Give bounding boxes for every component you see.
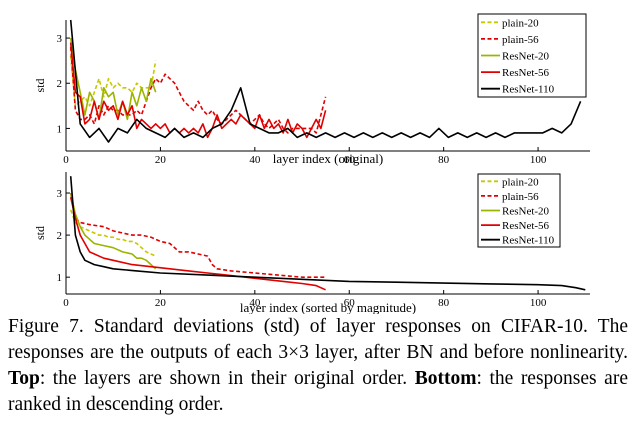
chart2-legend-label-2: plain-56 [502,191,539,203]
chart1-legend-label-4: ResNet-56 [502,67,550,79]
chart2-legend-label-5: ResNet-110 [502,235,555,247]
chart2-y-axis-label: std [33,226,47,240]
caption-top-label: Top [8,368,40,389]
chart2-legend-label-1: plain-20 [502,176,539,188]
caption-text-3: : the responses are ranked in descending… [8,368,628,415]
chart2-legend-label-3: ResNet-20 [502,206,550,218]
chart1-x-tick-label: 80 [438,154,450,166]
chart2-x-tick-label: 40 [249,297,261,309]
chart1-legend-label-1: plain-20 [502,17,539,29]
chart2-legend-label-4: ResNet-56 [502,220,550,232]
chart2-legend: plain-20 plain-56 ResNet-20 ResNet-56 ResNet… [477,173,561,248]
chart2-series-4-line [69,197,326,291]
chart2-x-tick-label: 0 [63,297,69,309]
figure-caption: Figure 7. Standard deviations (std) of l… [8,314,628,418]
chart1-series-1-line [69,56,157,107]
chart2-x-axis-label: layer index (sorted by magnitude) [240,300,416,314]
chart1-legend-label-5: ResNet-110 [502,84,555,96]
chart1-y-tick-label: 1 [57,123,63,135]
chart1-series-5-line [69,19,582,143]
chart1-series-2-line [69,47,327,134]
chart1-y-tick-label: 3 [57,33,63,45]
chart1-x-tick-label: 100 [530,154,547,166]
chart2-series-1-line [69,209,157,257]
chart2-x-tick-label: 80 [438,297,450,309]
chart2-y-tick-label: 3 [57,188,63,200]
chart2-y-tick-label: 2 [57,230,63,242]
chart2-x-tick-label: 20 [155,297,167,309]
chart1-y-tick-label: 2 [57,78,63,90]
chart1-legend-label-3: ResNet-20 [502,51,550,63]
chart1-legend-label-2: plain-56 [502,34,539,46]
chart2-series-5-line [69,176,586,291]
chart2-y-tick-label: 1 [57,272,63,284]
caption-figure-label: Figure 7. [8,316,84,337]
chart1-x-tick-label: 20 [155,154,167,166]
caption-text-1: Standard deviations (std) of layer respo… [8,316,628,363]
chart1-x-tick-label: 60 [344,154,356,166]
chart2-series-2-line [69,192,326,279]
chart1-series-3-line [69,37,157,121]
chart1-y-axis-label: std [33,78,47,92]
chart2-x-tick-label: 100 [530,297,547,309]
chart1-legend: plain-20 plain-56 ResNet-20 ResNet-56 ResNet… [477,13,587,98]
chart1-x-tick-label: 0 [63,154,69,166]
chart1-series-4-line [69,42,327,139]
chart2-group: 0 20 40 60 80 100 1 2 3 layer index (sorted by ma… [33,172,590,314]
chart2-series-3-line [69,192,157,270]
chart1-x-tick-label: 40 [249,154,261,166]
chart1-group: 0 20 40 60 80 100 1 2 3 layer index (original) std… [33,13,590,166]
caption-bottom-label: Bottom [414,368,477,389]
caption-text-2: : the layers are shown in their original… [39,368,415,389]
chart2-x-tick-label: 60 [344,297,356,309]
chart1-x-axis-label: layer index (original) [273,151,383,166]
